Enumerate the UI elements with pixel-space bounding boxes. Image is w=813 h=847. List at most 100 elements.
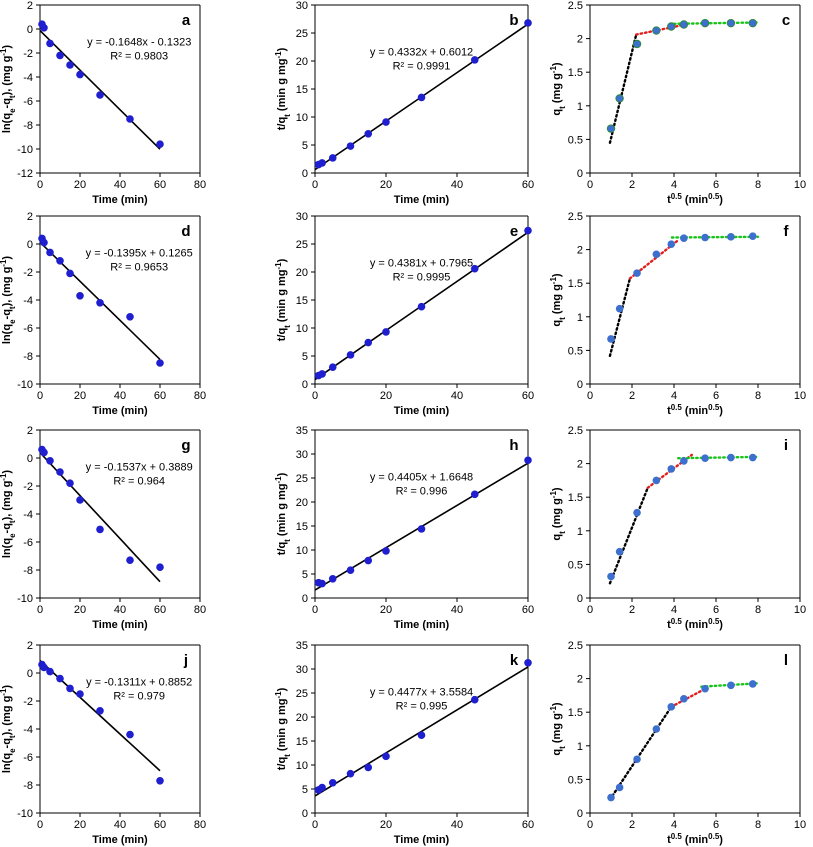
panel-g: 0 20 40 60 80 -10 -8 -6 -4 -2 0 2 Time (min) ln(qe-qt… — [0, 425, 206, 631]
data-point — [607, 572, 615, 581]
y-tick-label: 20 — [296, 712, 308, 724]
y-tick-label: 2.5 — [568, 211, 583, 223]
y-tick-label: -8 — [23, 565, 33, 577]
stage-3-line — [677, 455, 760, 460]
data-point — [470, 490, 479, 499]
x-tick-label: 4 — [671, 604, 677, 616]
x-tick-label: 40 — [451, 179, 463, 191]
y-tick-label: 0 — [577, 593, 583, 605]
x-tick-label: 6 — [713, 819, 719, 831]
data-point — [667, 703, 676, 711]
y-axis-label: qt (mg g-1) — [549, 702, 567, 756]
x-tick-label: 60 — [522, 604, 534, 616]
y-axis-label: ln(qe-qt), (mg g-1) — [0, 45, 17, 134]
panel-b: 0 20 40 60 0 5 10 15 20 25 30 Time (min) t/qt (min g… — [274, 0, 535, 206]
equation: y = -0.1537x + 0.3889 — [86, 461, 193, 473]
panel-i: 0 2 4 6 8 10 0 0.5 1 1.5 2 2.5 t0.5 (min0.5) qt (mg g… — [549, 425, 807, 631]
data-point — [66, 684, 74, 693]
y-tick-label: 1 — [577, 526, 583, 538]
y-tick-label: 25 — [296, 239, 308, 251]
equation: y = -0.1648x - 0.1323 — [87, 36, 191, 48]
data-point — [126, 556, 134, 564]
x-tick-label: 0 — [312, 819, 318, 831]
y-tick-label: -12 — [17, 168, 33, 180]
y-tick-label: 1.5 — [568, 492, 583, 504]
x-tick-label: 0 — [312, 179, 318, 191]
equation: y = -0.1395x + 0.1265 — [86, 247, 193, 259]
data-point — [364, 763, 373, 772]
y-axis-label: qt (mg g-1) — [549, 62, 567, 116]
y-tick-label: 0 — [27, 668, 33, 680]
data-point — [667, 240, 676, 249]
panel-label: e — [510, 223, 518, 240]
x-tick-label: 80 — [194, 604, 206, 616]
data-point — [46, 667, 54, 676]
equation: y = 0.4381x + 0.7965 — [370, 257, 473, 269]
data-point — [96, 707, 104, 715]
y-tick-label: -8 — [23, 351, 33, 363]
y-tick-label: -10 — [17, 808, 33, 820]
stage-3-line — [672, 21, 760, 26]
y-tick-label: -2 — [23, 48, 33, 60]
data-point — [66, 61, 74, 69]
data-point — [96, 299, 104, 307]
y-tick-label: 0 — [302, 593, 308, 605]
data-point — [615, 304, 624, 313]
x-tick-label: 60 — [154, 390, 166, 402]
data-point — [748, 18, 757, 28]
y-tick-label: 2 — [27, 0, 33, 12]
x-tick-label: 20 — [74, 179, 86, 191]
data-point — [727, 681, 735, 690]
data-point — [667, 22, 676, 31]
x-axis-label: Time (min) — [394, 194, 450, 206]
data-point — [524, 658, 532, 667]
y-axis-label: ln(qe-qt), (mg g-1) — [0, 470, 17, 559]
panel-label: h — [509, 437, 518, 454]
data-point — [701, 454, 709, 463]
x-tick-label: 40 — [114, 819, 126, 831]
fit-line — [39, 30, 161, 150]
stage-1-line — [608, 33, 638, 144]
data-point — [701, 233, 709, 242]
data-point — [96, 91, 104, 99]
data-point — [382, 328, 390, 336]
panel-d: 0 20 40 60 80 -10 -8 -6 -4 -2 0 2 Time (min) ln(qe-qt… — [0, 211, 206, 417]
x-tick-label: 20 — [74, 819, 86, 831]
x-tick-label: 80 — [194, 819, 206, 831]
panel-label: j — [183, 652, 188, 669]
y-tick-label: 1 — [577, 312, 583, 324]
y-axis-label: ln(qe-qt), (mg g-1) — [0, 685, 17, 774]
data-point — [606, 124, 616, 133]
y-tick-label: 30 — [296, 211, 308, 223]
y-tick-label: 15 — [296, 295, 308, 307]
y-tick-label: -8 — [23, 780, 33, 792]
x-tick-label: 2 — [629, 604, 635, 616]
y-tick-label: 35 — [296, 425, 308, 437]
x-tick-label: 10 — [794, 179, 806, 191]
equation: y = -0.1311x + 0.8852 — [86, 676, 192, 688]
x-tick-label: 40 — [451, 390, 463, 402]
data-point — [318, 159, 326, 167]
x-tick-label: 2 — [629, 390, 635, 402]
data-point — [726, 18, 736, 28]
y-axis-label: qt (mg g-1) — [549, 273, 567, 327]
data-point — [652, 725, 661, 733]
x-tick-label: 4 — [671, 819, 677, 831]
equation: y = 0.4405x + 1.6648 — [370, 471, 473, 483]
x-axis-label: t0.5 (min0.5) — [667, 832, 723, 847]
y-tick-label: 20 — [296, 56, 308, 68]
data-point — [748, 680, 757, 688]
panel-e: 0 20 40 60 0 5 10 15 20 25 30 Time (min) t/qt (min g… — [274, 211, 535, 417]
y-tick-label: 1 — [577, 741, 583, 753]
x-tick-label: 6 — [713, 179, 719, 191]
x-tick-label: 6 — [713, 390, 719, 402]
data-point — [364, 130, 373, 138]
x-tick-label: 0 — [587, 179, 593, 191]
data-point — [417, 525, 426, 533]
x-tick-label: 0 — [37, 604, 43, 616]
data-point — [633, 508, 641, 517]
y-tick-label: 10 — [296, 112, 308, 124]
data-point — [652, 250, 661, 259]
y-axis-label: ln(qe-qt), (mg g-1) — [0, 256, 17, 345]
y-tick-label: 0 — [27, 24, 33, 36]
